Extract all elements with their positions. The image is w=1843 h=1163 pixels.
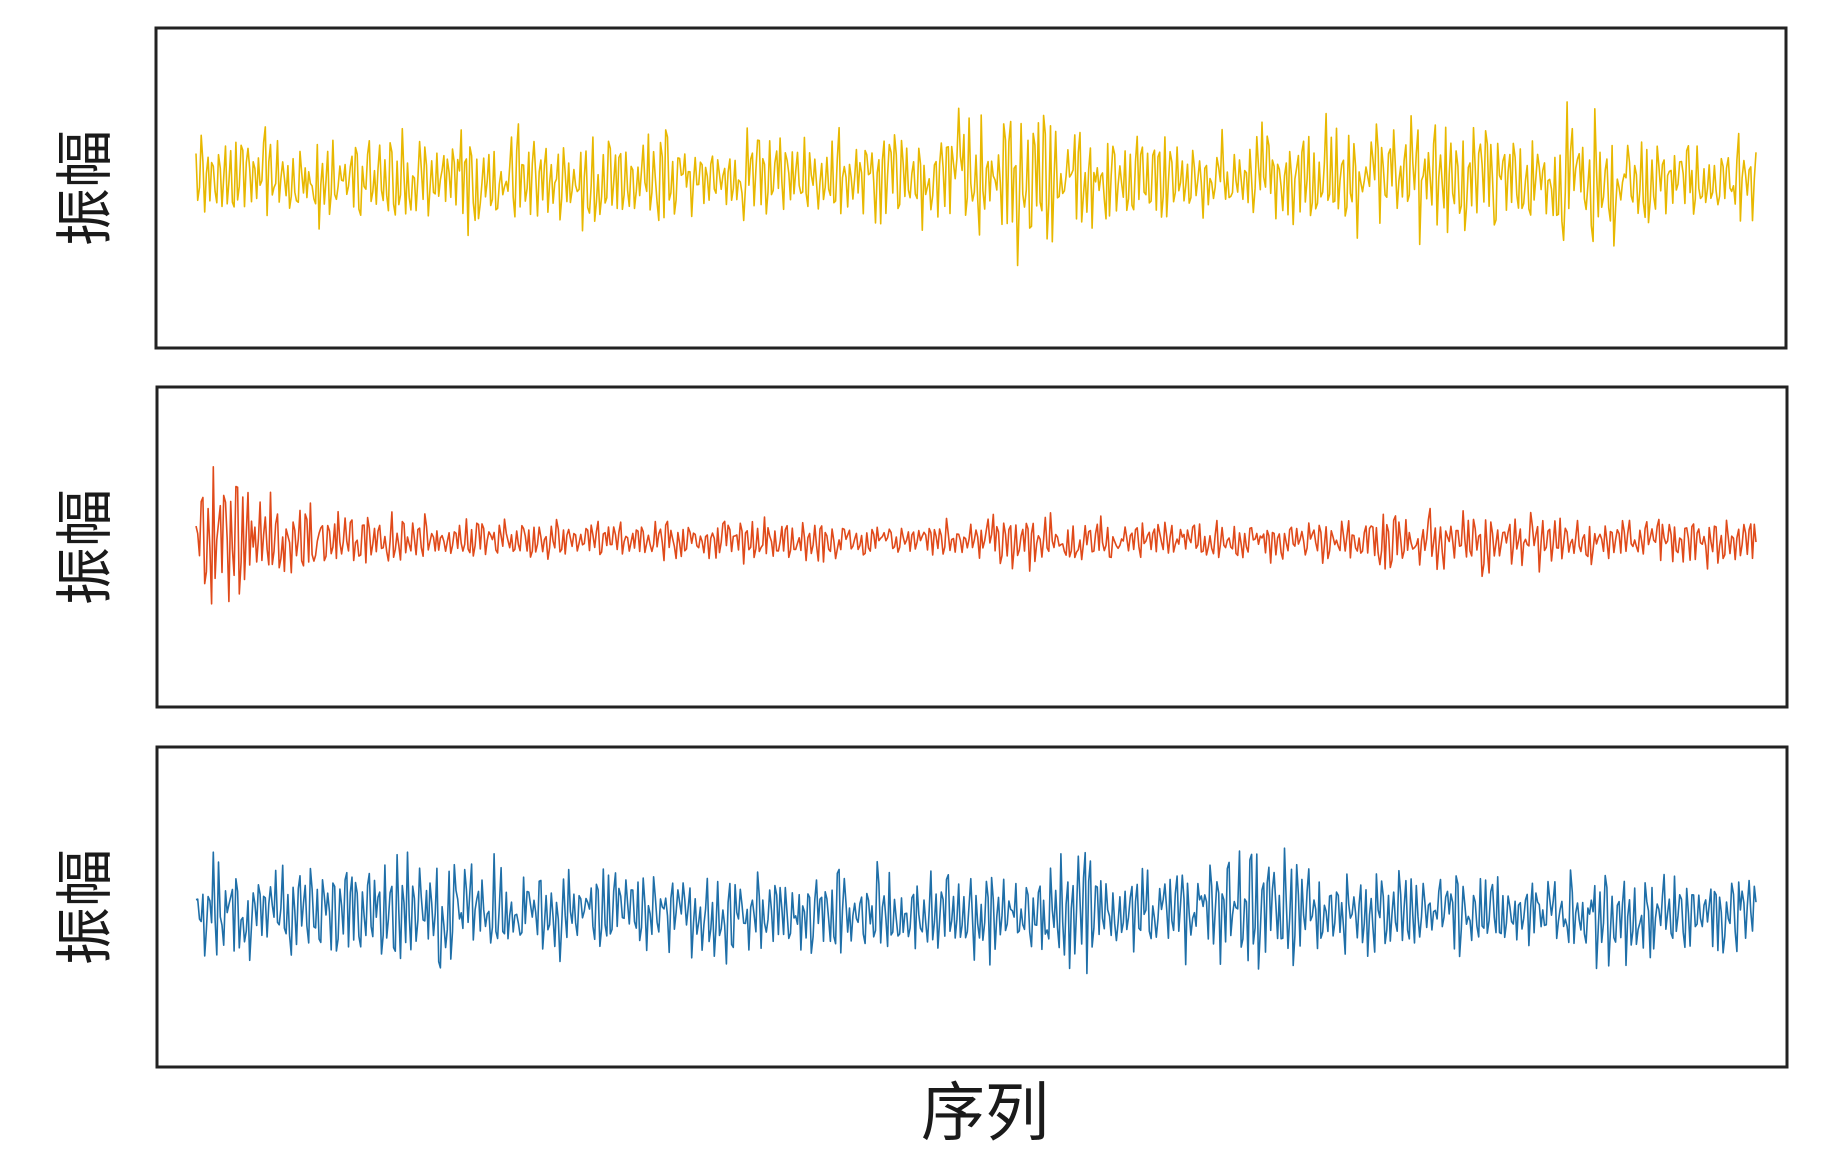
panel-1: 振幅 xyxy=(51,26,1788,350)
panel-3-series-line xyxy=(195,847,1757,975)
panel-3-ylabel: 振幅 xyxy=(51,849,119,965)
panel-1-ylabel: 振幅 xyxy=(51,130,119,246)
x-axis-label: 序列 xyxy=(921,1077,1049,1151)
panel-2-series-line xyxy=(195,465,1757,605)
panel-2-ylabel: 振幅 xyxy=(51,489,119,605)
panel-3: 振幅 xyxy=(51,745,1789,1069)
panel-1-series-line xyxy=(195,101,1757,267)
panel-2: 振幅 xyxy=(51,385,1789,709)
